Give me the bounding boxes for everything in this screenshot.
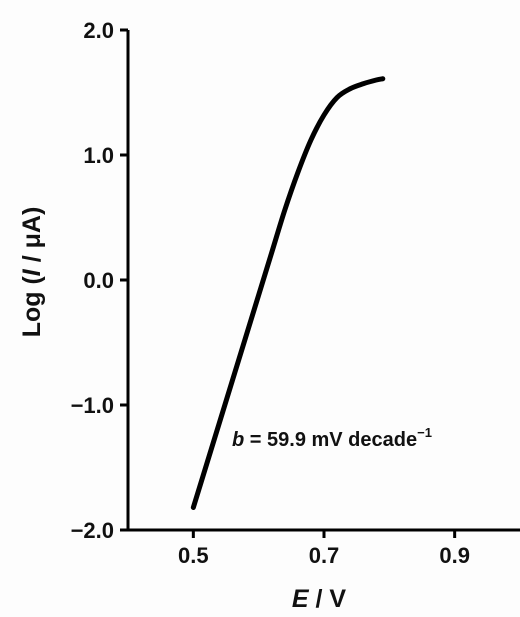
- y-axis-label-sep: /: [18, 248, 46, 269]
- annotation-text: = 59.9 mV decade: [244, 429, 417, 451]
- y-tick-label: −2.0: [71, 518, 114, 543]
- y-axis-label-unit: μA: [18, 215, 46, 248]
- axes: [126, 30, 520, 532]
- x-tick-label: 0.5: [178, 543, 209, 568]
- y-tick-label: 2.0: [83, 18, 114, 43]
- x-axis-label-sep: /: [309, 585, 330, 613]
- y-axis-label-var: I: [18, 268, 46, 276]
- y-axis-label-suffix: ): [18, 207, 46, 215]
- y-tick-label: 0.0: [83, 268, 114, 293]
- y-axis-label: Log (I / μA): [18, 207, 46, 338]
- y-tick-label: −1.0: [71, 393, 114, 418]
- series-line-0: [190, 76, 386, 510]
- x-axis-label: E / V: [292, 585, 347, 613]
- series-layer: [190, 76, 386, 510]
- x-tick-label: 0.7: [309, 543, 340, 568]
- annotation-superscript: −1: [417, 425, 432, 440]
- x-axis-label-unit: V: [329, 585, 346, 613]
- ticks: 2.0 1.0 0.0 −1.0 −2.0 0.5 0.7 0.9: [71, 18, 470, 568]
- x-axis-label-var: E: [292, 585, 310, 613]
- x-tick-label: 0.9: [439, 543, 470, 568]
- y-axis-label-prefix: Log (: [18, 276, 46, 338]
- y-tick-label: 1.0: [83, 143, 114, 168]
- annotation-var: b: [232, 429, 244, 451]
- tafel-slope-annotation: b = 59.9 mV decade−1: [232, 425, 432, 451]
